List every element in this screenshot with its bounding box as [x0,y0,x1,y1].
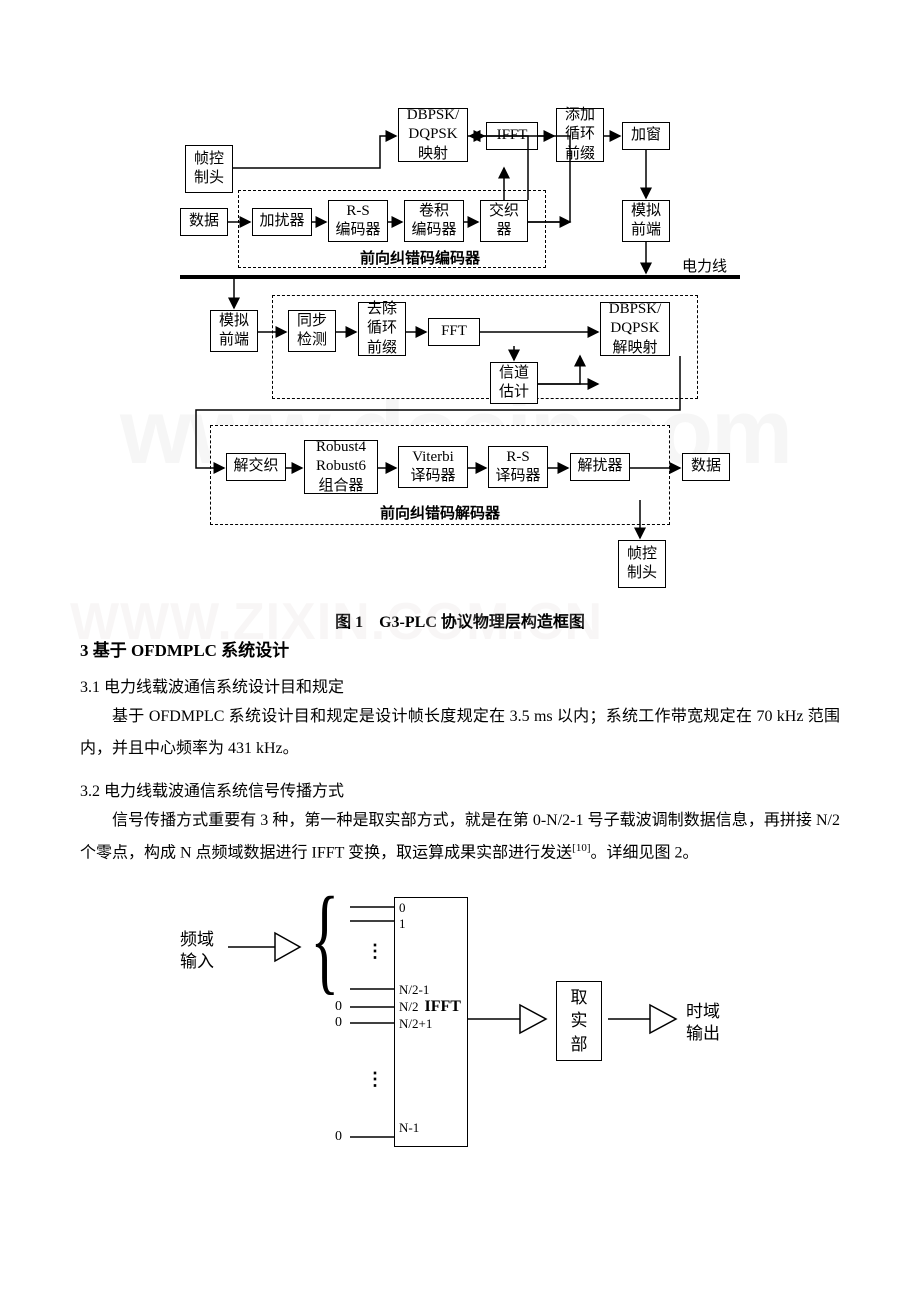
box-ifft-big: 0 1 N/2-1 N/2 IFFT N/2+1 N-1 [394,897,468,1147]
box-data-in: 数据 [180,208,228,236]
heading-section-3: 3 基于 OFDMPLC 系统设计 [80,636,840,661]
idx-0: 0 [399,900,406,916]
idx-n2p1: N/2+1 [399,1016,432,1032]
para-text-b: 。详细见图 2。 [591,844,699,861]
ifft-label: IFFT [425,997,461,1016]
lbl: 卷积编码器 [411,202,456,241]
box-conv-enc: 卷积编码器 [404,200,464,242]
label-fec-encoder: 前向纠错码编码器 [360,247,480,268]
lbl: 部 [571,1033,588,1057]
lbl: 数据 [691,457,721,477]
lbl: 信道估计 [499,364,529,403]
box-rs-dec: R-S译码器 [488,446,548,488]
label-powerline: 电力线 [682,255,727,276]
paragraph-3-2: 信号传播方式重要有 3 种，第一种是取实部方式，就是在第 0-N/2-1 号子载… [80,805,840,869]
lbl: 模拟前端 [631,202,661,241]
label-fec-decoder: 前向纠错码解码器 [380,502,500,523]
figure-1-caption: 图 1 G3-PLC 协议物理层构造框图 [80,608,840,632]
lbl: 帧控制头 [627,545,657,584]
lbl: 添加循环前缀 [565,106,595,165]
box-cp-add: 添加循环前缀 [556,108,604,162]
zero-label-2: 0 [335,1015,342,1031]
lbl: R-S编码器 [335,202,380,241]
box-ifft: IFFT [486,122,538,150]
lbl: 解交织 [233,457,278,477]
vdots-1: ⋮ [366,941,384,962]
label-freq-input: 频域 输入 [180,929,214,973]
box-interleave: 交织器 [480,200,528,242]
lbl: 交织器 [489,202,519,241]
lbl: 取 [571,986,588,1010]
box-real-part: 取 实 部 [556,981,602,1061]
powerline-bar [180,275,740,279]
zero-label-3: 0 [335,1129,342,1145]
box-scrambler: 加扰器 [252,208,312,236]
box-deinterleave: 解交织 [226,453,286,481]
box-window: 加窗 [622,122,670,150]
lbl: 输入 [180,952,214,971]
box-frame-header-rx: 帧控制头 [618,540,666,588]
box-sync: 同步检测 [288,310,336,352]
paragraph-3-1: 基于 OFDMPLC 系统设计目和规定是设计帧长度规定在 3.5 ms 以内；系… [80,701,840,765]
box-robust: Robust4Robust6组合器 [304,440,378,494]
lbl: IFFT [497,126,528,146]
lbl: 去除循环前缀 [367,300,397,359]
lbl: Robust4Robust6组合器 [316,438,366,497]
lbl: Viterbi译码器 [410,448,455,487]
box-dbpsk-demap: DBPSK/DQPSK解映射 [600,302,670,356]
lbl: 加扰器 [259,212,304,232]
lbl: 帧控制头 [194,150,224,189]
lbl: 频域 [180,930,214,949]
box-cp-remove: 去除循环前缀 [358,302,406,356]
idx-nm2: N/2-1 [399,982,429,998]
lbl: 模拟前端 [219,312,249,351]
lbl: DBPSK/DQPSK解映射 [609,300,662,359]
box-viterbi: Viterbi译码器 [398,446,468,488]
box-analog-front-rx: 模拟前端 [210,310,258,352]
figure-1-block-diagram: www.docin.com 帧控制头 DBPSK/DQPSK映射 IFFT 添加… [180,100,740,600]
para-text-a: 信号传播方式重要有 3 种，第一种是取实部方式，就是在第 0-N/2-1 号子载… [80,812,840,861]
lbl: FFT [441,322,467,342]
label-time-output: 时域 输出 [686,1001,720,1045]
lbl: DBPSK/DQPSK映射 [407,106,460,165]
subheading-3-1: 3.1 电力线载波通信系统设计目和规定 [80,673,840,697]
lbl: 实 [571,1009,588,1033]
vdots-2: ⋮ [366,1069,384,1090]
idx-n1: N-1 [399,1120,419,1136]
lbl: 时域 [686,1002,720,1021]
box-rs-enc: R-S编码器 [328,200,388,242]
lbl: R-S译码器 [495,448,540,487]
box-frame-header: 帧控制头 [185,145,233,193]
box-chan-est: 信道估计 [490,362,538,404]
box-data-out: 数据 [682,453,730,481]
box-analog-front-tx: 模拟前端 [622,200,670,242]
reference-10: [10] [572,842,590,854]
box-dbpsk-map: DBPSK/DQPSK映射 [398,108,468,162]
lbl: 同步检测 [297,312,327,351]
lbl: 加窗 [631,126,661,146]
zero-label-1: 0 [335,999,342,1015]
box-descramble: 解扰器 [570,453,630,481]
box-fft: FFT [428,318,480,346]
lbl: 输出 [686,1024,720,1043]
lbl: 数据 [189,212,219,232]
subheading-3-2: 3.2 电力线载波通信系统信号传播方式 [80,777,840,801]
brace-icon: { [310,879,339,999]
idx-n2: N/2 [399,999,419,1015]
idx-1: 1 [399,916,406,932]
lbl: 解扰器 [577,457,622,477]
figure-2-ifft-diagram: 频域 输入 [180,889,740,1169]
